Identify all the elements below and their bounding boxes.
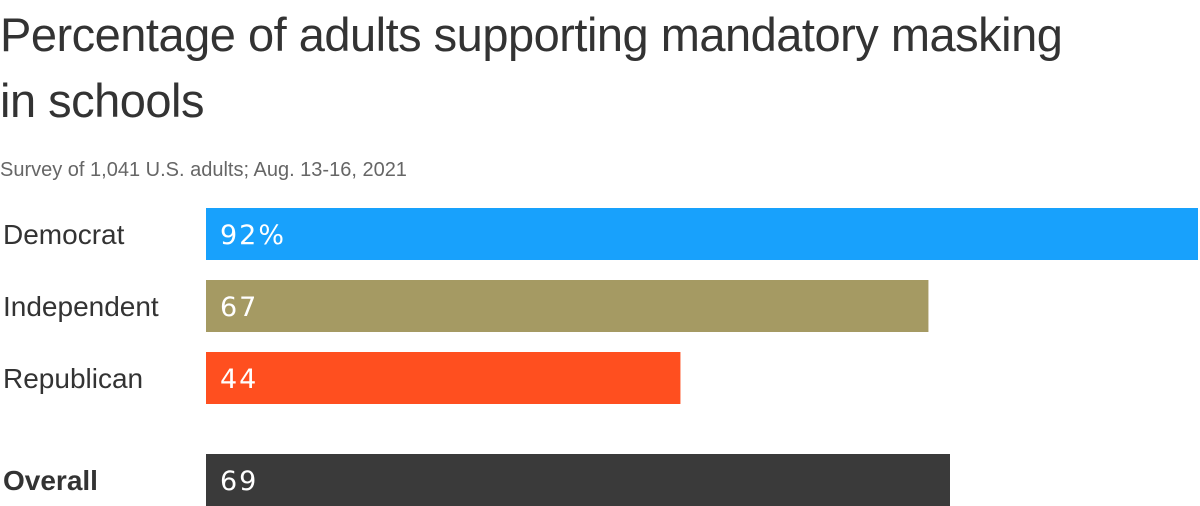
bar-independent: [206, 280, 929, 332]
category-label-overall: Overall: [3, 465, 98, 496]
bar-republican: [206, 352, 681, 404]
category-label-republican: Republican: [3, 363, 143, 394]
bar-overall: [206, 454, 950, 506]
chart-title: Percentage of adults supporting mandator…: [0, 8, 1063, 127]
chart-subtitle: Survey of 1,041 U.S. adults; Aug. 13-16,…: [0, 159, 407, 181]
value-label-democrat: 92%: [220, 220, 286, 251]
value-label-overall: 69: [220, 466, 258, 497]
category-label-independent: Independent: [3, 291, 159, 322]
bar-democrat: [206, 208, 1198, 260]
value-label-independent: 67: [220, 292, 258, 323]
value-label-republican: 44: [220, 364, 258, 395]
category-label-democrat: Democrat: [3, 219, 125, 250]
